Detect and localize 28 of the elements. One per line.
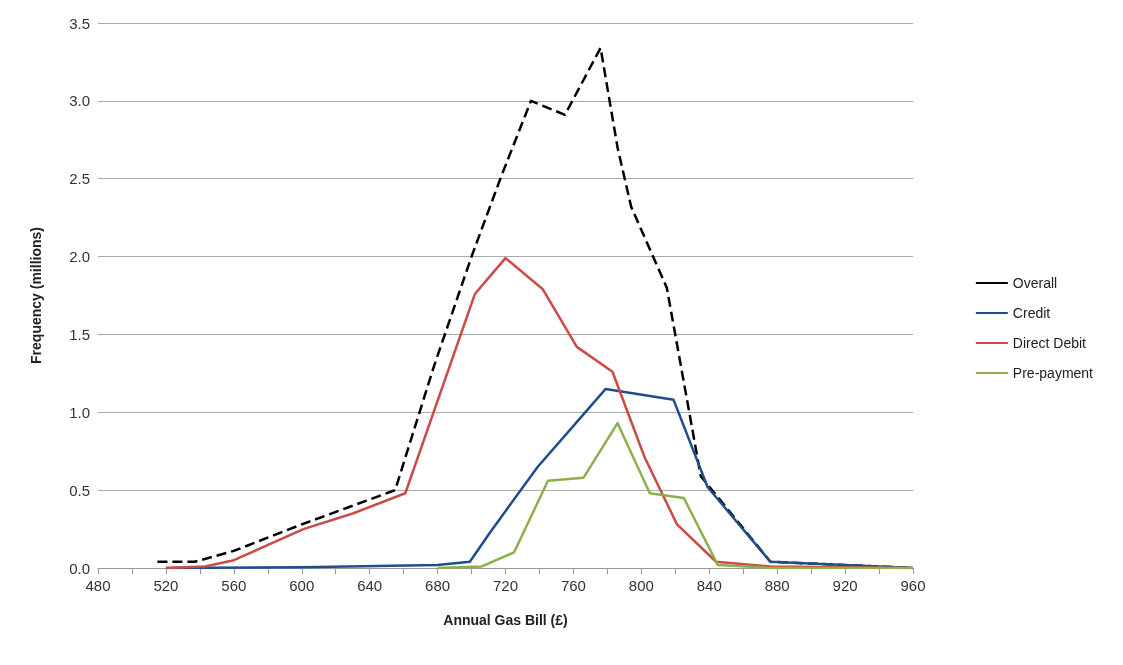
- legend-label: Credit: [1012, 305, 1051, 321]
- line-series: [436, 421, 915, 570]
- y-tick-label: 3.5: [69, 14, 90, 32]
- x-tick-label: 480: [85, 577, 111, 594]
- x-tick-label: 640: [357, 577, 383, 594]
- y-axis-title: Frequency (millions): [28, 227, 44, 364]
- x-tick-label: 560: [221, 577, 247, 594]
- y-tick-label: 3.0: [69, 92, 90, 110]
- legend-label: Direct Debit: [1012, 335, 1087, 351]
- legend-label: Pre-payment: [1012, 365, 1094, 381]
- y-tick-label: 0.0: [69, 559, 90, 577]
- x-tick-label: 760: [560, 577, 586, 594]
- y-tick-label: 2.0: [69, 248, 90, 266]
- x-tick-label: 840: [696, 577, 722, 594]
- x-tick-label: 920: [832, 577, 858, 594]
- x-tick-label: 800: [628, 577, 654, 594]
- x-axis-title: Annual Gas Bill (£): [443, 612, 568, 628]
- y-tick-label: 0.5: [69, 481, 90, 499]
- x-tick-label: 880: [764, 577, 790, 594]
- y-tick-label: 1.5: [69, 325, 90, 343]
- y-tick-label: 2.5: [69, 170, 90, 188]
- x-tick-label: 520: [153, 577, 179, 594]
- x-tick-label: 680: [425, 577, 451, 594]
- x-tick-label: 600: [289, 577, 315, 594]
- x-tick-label: 960: [900, 577, 926, 594]
- y-tick-label: 1.0: [69, 403, 90, 421]
- x-tick-label: 720: [492, 577, 519, 594]
- legend-label: Overall: [1012, 275, 1058, 291]
